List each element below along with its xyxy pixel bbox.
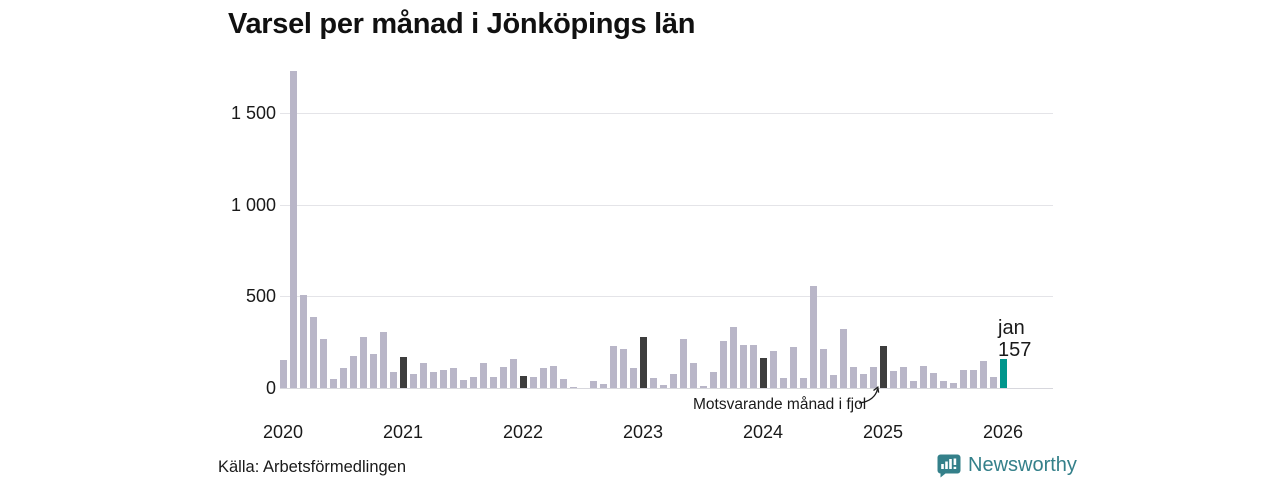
bar-regular	[309, 316, 317, 388]
bar-regular	[509, 359, 517, 388]
bar-regular	[539, 368, 547, 388]
bar-latest	[999, 359, 1007, 388]
bar-regular	[649, 378, 657, 388]
annotation-arrow-icon	[858, 386, 880, 404]
y-axis-tick-label: 1 000	[230, 194, 276, 215]
branding-logo[interactable]: Newsworthy	[936, 453, 1077, 478]
bar-regular	[359, 337, 367, 388]
bar-regular	[409, 374, 417, 388]
bar-regular	[429, 371, 437, 388]
x-axis-tick-label: 2022	[502, 422, 544, 442]
x-axis-tick-label: 2025	[862, 422, 904, 442]
bar-regular	[719, 341, 727, 388]
source-caption: Källa: Arbetsförmedlingen	[218, 458, 407, 476]
gridline	[280, 113, 1053, 114]
bar-regular	[599, 383, 607, 388]
bar-comparison	[879, 345, 887, 388]
bar-regular	[629, 367, 637, 388]
bar-regular	[849, 367, 857, 388]
x-axis-tick-label: 2021	[382, 422, 424, 442]
gridline	[280, 204, 1053, 206]
bar-regular	[419, 363, 427, 388]
latest-value-label: jan 157	[998, 317, 1031, 361]
bar-regular	[919, 366, 927, 388]
bar-regular	[839, 328, 847, 388]
comparison-annotation: Motsvarande månad i fjol	[693, 396, 867, 413]
bar-regular	[699, 385, 707, 388]
bar-regular	[569, 386, 577, 388]
y-axis-tick-label: 1 500	[230, 103, 276, 123]
bar-comparison	[399, 356, 407, 388]
bar-regular	[779, 378, 787, 388]
bar-regular	[609, 346, 617, 388]
bar-regular	[559, 379, 567, 388]
x-axis-tick-label: 2023	[622, 422, 664, 442]
bar-regular	[729, 326, 737, 388]
bar-regular	[339, 367, 347, 388]
latest-value-month: jan	[998, 317, 1025, 339]
bar-regular	[299, 294, 307, 388]
bar-regular	[289, 70, 297, 388]
x-axis-tick-label: 2026	[982, 422, 1024, 442]
bar-regular	[549, 366, 557, 388]
bar-regular	[829, 374, 837, 388]
x-axis-tick-label: 2020	[262, 422, 304, 442]
y-axis-tick-label: 0	[265, 378, 276, 398]
bar-regular	[619, 349, 627, 388]
bar-regular	[789, 347, 797, 388]
x-axis-baseline	[280, 388, 1053, 389]
bar-regular	[459, 380, 467, 388]
bar-regular	[949, 383, 957, 388]
bar-regular	[529, 376, 537, 388]
bar-regular	[739, 345, 747, 388]
bar-regular	[989, 377, 997, 388]
bar-regular	[439, 370, 447, 388]
bar-regular	[489, 376, 497, 388]
bar-regular	[389, 372, 397, 388]
bar-regular	[929, 373, 937, 388]
newsworthy-chart-bubble-icon	[937, 454, 961, 478]
page-title: Varsel per månad i Jönköpings län	[228, 8, 696, 40]
bar-regular	[769, 350, 777, 388]
bar-regular	[449, 368, 457, 388]
bar-comparison	[519, 376, 527, 388]
bar-comparison	[759, 357, 767, 388]
bar-regular	[799, 378, 807, 388]
bar-regular	[369, 354, 377, 388]
bar-regular	[749, 345, 757, 388]
bar-regular	[889, 370, 897, 388]
bar-regular	[589, 381, 597, 388]
bar-regular	[499, 367, 507, 388]
bar-regular	[969, 370, 977, 388]
branding-name: Newsworthy	[968, 454, 1077, 476]
bar-regular	[899, 366, 907, 388]
bar-regular	[689, 363, 697, 388]
bar-regular	[319, 338, 327, 388]
bar-regular	[279, 359, 287, 388]
bar-regular	[379, 331, 387, 388]
bar-regular	[909, 381, 917, 388]
latest-value-number: 157	[998, 339, 1032, 361]
bar-regular	[809, 286, 817, 388]
bar-regular	[659, 385, 667, 388]
bar-regular	[329, 379, 337, 388]
bar-regular	[859, 374, 867, 388]
bar-regular	[679, 338, 687, 388]
bar-regular	[709, 371, 717, 388]
bar-regular	[349, 355, 357, 388]
bar-regular	[959, 370, 967, 388]
bar-regular	[979, 361, 987, 388]
bar-regular	[669, 374, 677, 388]
gridline	[280, 296, 1053, 298]
x-axis-tick-label: 2024	[742, 422, 784, 442]
bar-comparison	[639, 336, 647, 388]
bar-regular	[819, 348, 827, 388]
bar-regular	[939, 381, 947, 388]
bar-regular	[479, 363, 487, 388]
bar-regular	[469, 377, 477, 388]
bar-regular	[869, 366, 877, 388]
y-axis-tick-label: 500	[245, 286, 276, 307]
